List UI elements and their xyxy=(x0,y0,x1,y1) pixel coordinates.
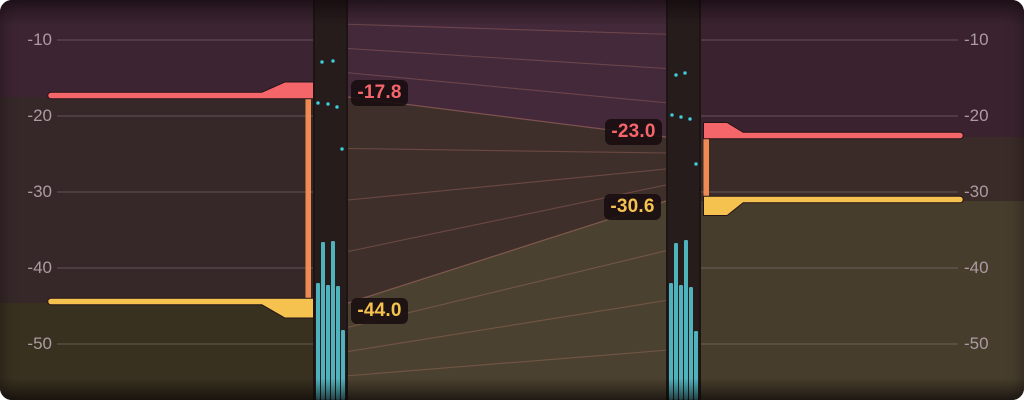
axis-tick-label: -40 xyxy=(27,258,52,277)
input-lower-threshold-readout[interactable]: -44.0 xyxy=(351,298,408,324)
input-upper-threshold-line[interactable] xyxy=(47,81,314,100)
meter-bar xyxy=(326,285,330,400)
meter-bar xyxy=(689,287,693,400)
fan-line-above xyxy=(347,47,667,70)
fan-line-mid xyxy=(347,168,667,201)
zone-left-below xyxy=(0,303,348,400)
zone-right-mid xyxy=(666,137,1024,201)
zone-mid-below xyxy=(348,201,666,400)
output-lower-threshold-readout[interactable]: -30.6 xyxy=(604,194,661,220)
meter-bar xyxy=(669,283,673,400)
axis-tick-label: -20 xyxy=(964,106,989,125)
output-range-connector xyxy=(703,135,709,200)
output-upper-threshold-line[interactable] xyxy=(703,122,964,140)
input-upper-threshold-readout[interactable]: -17.8 xyxy=(351,80,408,106)
meter-bar xyxy=(321,242,325,400)
zone-left-mid xyxy=(0,97,348,303)
meter-dot xyxy=(683,71,687,75)
fan-line-below xyxy=(347,299,667,353)
axis-tick-label: -10 xyxy=(964,30,989,49)
meter-bar xyxy=(316,283,320,400)
meter-strip-edge xyxy=(346,0,348,400)
meter-dot xyxy=(331,59,335,63)
axis-tick-label: -30 xyxy=(27,182,52,201)
input-lower-threshold-line[interactable] xyxy=(47,297,314,319)
fan-line-mid xyxy=(347,147,667,154)
meter-strip-edge xyxy=(699,0,701,400)
meter-bar xyxy=(331,241,335,400)
meter-dot xyxy=(679,115,683,119)
input-range-connector xyxy=(305,95,311,302)
axis-tick-label: -50 xyxy=(964,334,989,353)
fan-line-below xyxy=(347,349,667,377)
meter-dot xyxy=(326,102,330,106)
zone-right-above xyxy=(666,0,1024,137)
meter-dot xyxy=(688,117,692,121)
meter-bar xyxy=(684,240,688,400)
meter-bar xyxy=(679,285,683,400)
axis-tick-label: -10 xyxy=(27,30,52,49)
meter-dot xyxy=(316,101,320,105)
meter-bar xyxy=(694,331,698,400)
axis-tick-label: -30 xyxy=(964,182,989,201)
meter-dot xyxy=(670,113,674,117)
fan-line-above xyxy=(347,72,667,104)
axis-tick-label: -20 xyxy=(27,106,52,125)
output-lower-threshold-line[interactable] xyxy=(703,195,964,216)
meter-dot xyxy=(320,60,324,64)
meter-dot xyxy=(340,147,344,151)
meter-dot xyxy=(335,105,339,109)
meter-bar xyxy=(341,330,345,400)
zone-mid-above xyxy=(348,0,666,137)
meter-bar xyxy=(674,243,678,400)
meter-dot xyxy=(674,73,678,77)
meter-dot xyxy=(694,162,698,166)
zone-right-below xyxy=(666,201,1024,400)
meter-strip-edge xyxy=(313,0,315,400)
output-upper-threshold-readout[interactable]: -23.0 xyxy=(605,119,662,145)
axis-tick-label: -50 xyxy=(27,334,52,353)
meter-strip-edge xyxy=(666,0,668,400)
axis-tick-label: -40 xyxy=(964,258,989,277)
meter-bar xyxy=(336,286,340,400)
zone-mid-mid xyxy=(348,97,666,303)
